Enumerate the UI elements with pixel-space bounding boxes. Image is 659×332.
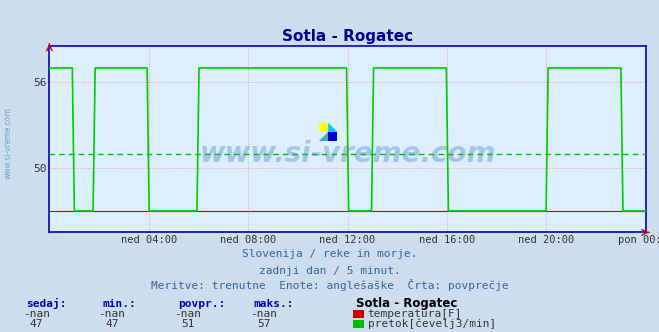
- Text: www.si-vreme.com: www.si-vreme.com: [200, 140, 496, 168]
- Text: -nan: -nan: [250, 309, 277, 319]
- Text: -nan: -nan: [175, 309, 201, 319]
- Text: povpr.:: povpr.:: [178, 299, 225, 309]
- Text: temperatura[F]: temperatura[F]: [368, 309, 462, 319]
- Text: -nan: -nan: [23, 309, 49, 319]
- Text: Meritve: trenutne  Enote: anglešaške  Črta: povprečje: Meritve: trenutne Enote: anglešaške Črta…: [151, 279, 508, 291]
- Text: Sotla - Rogatec: Sotla - Rogatec: [356, 297, 457, 310]
- Text: maks.:: maks.:: [254, 299, 294, 309]
- Text: Slovenija / reke in morje.: Slovenija / reke in morje.: [242, 249, 417, 259]
- Text: zadnji dan / 5 minut.: zadnji dan / 5 minut.: [258, 266, 401, 276]
- Text: min.:: min.:: [102, 299, 136, 309]
- Text: 47: 47: [30, 319, 43, 329]
- Text: 47: 47: [105, 319, 119, 329]
- Text: -nan: -nan: [99, 309, 125, 319]
- Text: sedaj:: sedaj:: [26, 298, 67, 309]
- Text: www.si-vreme.com: www.si-vreme.com: [3, 107, 13, 179]
- Title: Sotla - Rogatec: Sotla - Rogatec: [282, 29, 413, 44]
- Text: 57: 57: [257, 319, 270, 329]
- Text: 51: 51: [181, 319, 194, 329]
- Text: pretok[čevelj3/min]: pretok[čevelj3/min]: [368, 319, 496, 329]
